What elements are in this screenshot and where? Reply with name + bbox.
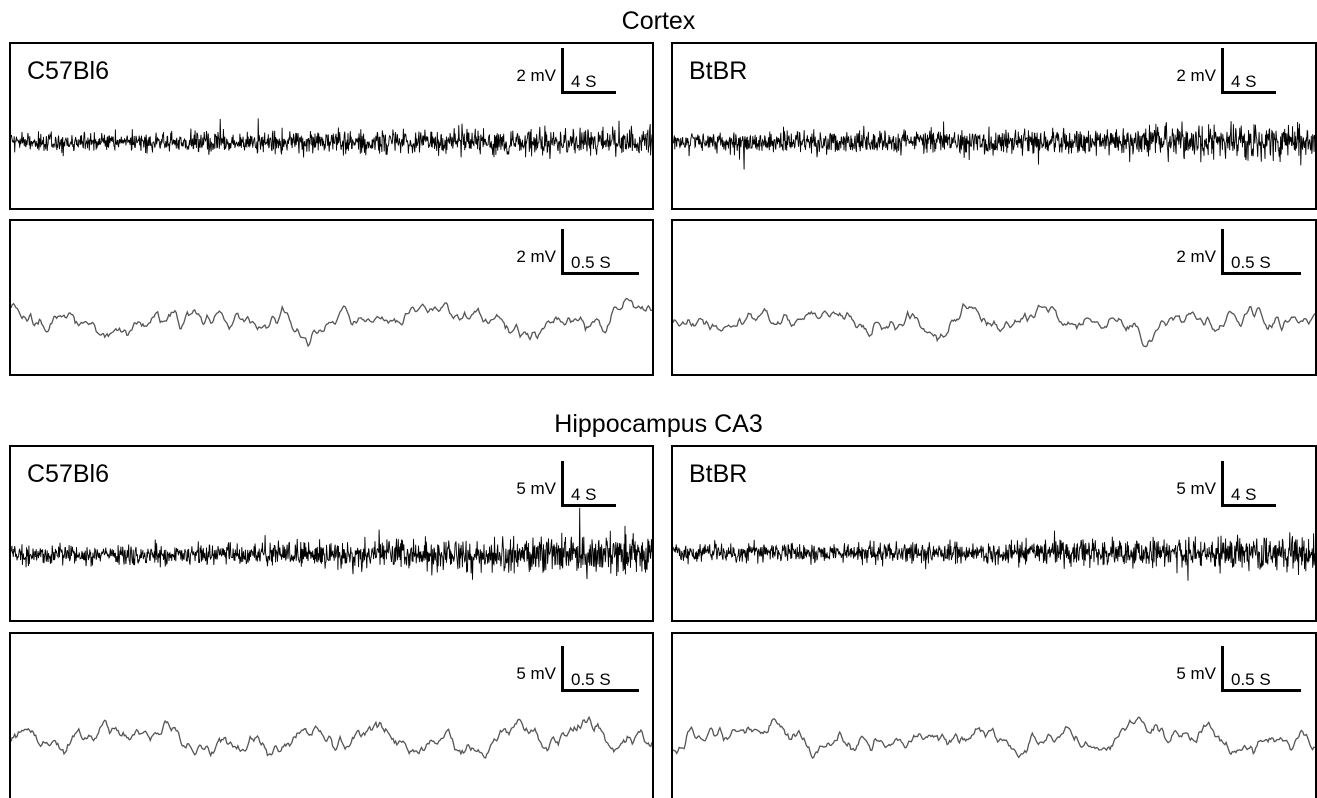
scale-bar-time: 4 S [571,72,597,91]
eeg-panel-hippocampus-btbr-compressed: BtBR 5 mV 4 S [671,445,1317,622]
scale-bar-time: 0.5 S [1231,253,1271,272]
eeg-trace-line [673,121,1315,170]
eeg-panel-cortex-c57bl6-compressed: C57Bl6 2 mV 4 S [9,42,654,210]
scale-bar-time: 0.5 S [571,253,611,272]
scale-bar: 5 mV 4 S [1176,461,1311,507]
eeg-trace [11,715,652,759]
eeg-trace-line [11,118,652,160]
strain-label: C57Bl6 [27,460,109,488]
scale-bar-time: 4 S [1231,72,1257,91]
scale-bar-amplitude: 2 mV [516,66,556,85]
scale-bar-time: 4 S [571,485,597,504]
section-title-hippocampus: Hippocampus CA3 [554,410,763,438]
eeg-trace-line [673,530,1315,581]
scale-bar-time: 0.5 S [571,670,611,689]
eeg-trace-line [11,507,652,580]
scale-bar: 5 mV 0.5 S [1176,646,1311,692]
eeg-trace [11,507,652,580]
scale-bar-time: 0.5 S [1231,670,1271,689]
eeg-panel-cortex-btbr-expanded: 2 mV 0.5 S [671,219,1317,376]
eeg-trace-line [11,297,652,348]
scale-bar-amplitude: 2 mV [1176,247,1216,266]
scale-bar: 5 mV 4 S [516,461,651,507]
eeg-trace [673,530,1315,581]
eeg-panel-hippocampus-c57bl6-compressed: C57Bl6 5 mV 4 S [9,445,654,622]
eeg-trace-line [673,716,1315,760]
scale-bar-amplitude: 5 mV [1176,664,1216,683]
scale-bar: 2 mV 0.5 S [516,229,651,275]
eeg-trace [11,118,652,160]
scale-bar: 2 mV 0.5 S [1176,229,1311,275]
scale-bar: 2 mV 4 S [1176,48,1311,94]
scale-bar-amplitude: 5 mV [516,479,556,498]
eeg-trace [11,297,652,348]
scale-bar-amplitude: 5 mV [516,664,556,683]
eeg-panel-cortex-btbr-compressed: BtBR 2 mV 4 S [671,42,1317,210]
eeg-trace [673,716,1315,760]
scale-bar-amplitude: 2 mV [1176,66,1216,85]
eeg-trace [673,302,1315,348]
eeg-panel-cortex-c57bl6-expanded: 2 mV 0.5 S [9,219,654,376]
eeg-panel-hippocampus-btbr-expanded: 5 mV 0.5 S [671,632,1317,798]
strain-label: BtBR [689,57,748,85]
eeg-trace-line [11,715,652,759]
strain-label: C57Bl6 [27,57,109,85]
scale-bar-amplitude: 2 mV [516,247,556,266]
eeg-trace [673,121,1315,170]
scale-bar: 2 mV 4 S [516,48,651,94]
strain-label: BtBR [689,460,748,488]
eeg-panel-hippocampus-c57bl6-expanded: 5 mV 0.5 S [9,632,654,798]
section-title-cortex: Cortex [621,7,696,35]
scale-bar-time: 4 S [1231,485,1257,504]
eeg-trace-line [673,302,1315,348]
scale-bar: 5 mV 0.5 S [516,646,651,692]
scale-bar-amplitude: 5 mV [1176,479,1216,498]
